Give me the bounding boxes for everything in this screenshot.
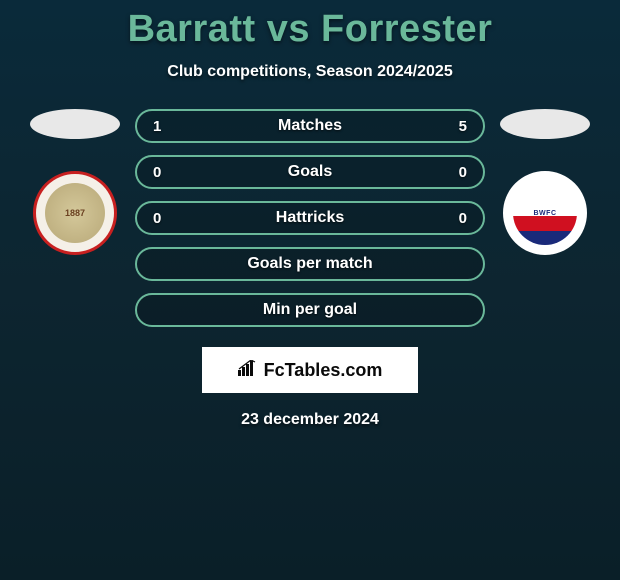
left-club-badge-inner: 1887 — [45, 183, 105, 243]
watermark-text: FcTables.com — [264, 360, 383, 381]
stat-right-value: 5 — [447, 118, 467, 135]
left-club-year: 1887 — [65, 208, 85, 218]
stat-right-value: 0 — [447, 210, 467, 227]
stat-row-hattricks: 0 Hattricks 0 — [135, 201, 485, 235]
chart-bar-icon — [238, 360, 258, 381]
right-player-oval — [500, 109, 590, 139]
stat-row-matches: 1 Matches 5 — [135, 109, 485, 143]
right-club-initials: BWFC — [534, 210, 557, 217]
stat-label: Goals per match — [247, 255, 372, 273]
left-player-column: 1887 — [15, 109, 135, 255]
right-club-badge: BWFC — [503, 171, 587, 255]
left-club-badge: 1887 — [33, 171, 117, 255]
left-player-oval — [30, 109, 120, 139]
comparison-subtitle: Club competitions, Season 2024/2025 — [0, 63, 620, 81]
stat-row-goals: 0 Goals 0 — [135, 155, 485, 189]
stat-row-goals-per-match: Goals per match — [135, 247, 485, 281]
stat-left-value: 0 — [153, 164, 173, 181]
stat-left-value: 1 — [153, 118, 173, 135]
right-player-column: BWFC — [485, 109, 605, 255]
stat-label: Hattricks — [276, 209, 344, 227]
stat-row-min-per-goal: Min per goal — [135, 293, 485, 327]
footer-date: 23 december 2024 — [0, 411, 620, 429]
watermark: FcTables.com — [202, 347, 418, 393]
stat-right-value: 0 — [447, 164, 467, 181]
stat-label: Matches — [278, 117, 342, 135]
stats-column: 1 Matches 5 0 Goals 0 0 Hattricks 0 Goal… — [135, 109, 485, 327]
stat-left-value: 0 — [153, 210, 173, 227]
stat-label: Goals — [288, 163, 332, 181]
comparison-title: Barratt vs Forrester — [0, 0, 620, 51]
main-row: 1887 1 Matches 5 0 Goals 0 0 Hattricks 0… — [0, 109, 620, 327]
right-club-badge-inner: BWFC — [513, 181, 577, 245]
stat-label: Min per goal — [263, 301, 357, 319]
